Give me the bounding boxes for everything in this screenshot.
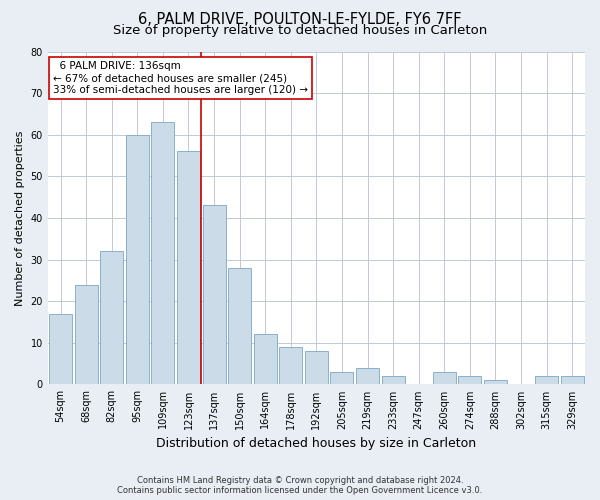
Bar bbox=[305, 351, 328, 384]
Bar bbox=[560, 376, 584, 384]
Bar bbox=[49, 314, 72, 384]
Bar bbox=[177, 152, 200, 384]
Bar bbox=[433, 372, 456, 384]
Text: Contains HM Land Registry data © Crown copyright and database right 2024.
Contai: Contains HM Land Registry data © Crown c… bbox=[118, 476, 482, 495]
Y-axis label: Number of detached properties: Number of detached properties bbox=[15, 130, 25, 306]
Bar bbox=[203, 206, 226, 384]
Bar bbox=[280, 347, 302, 385]
Text: 6, PALM DRIVE, POULTON-LE-FYLDE, FY6 7FF: 6, PALM DRIVE, POULTON-LE-FYLDE, FY6 7FF bbox=[138, 12, 462, 28]
Bar bbox=[331, 372, 353, 384]
Bar bbox=[151, 122, 175, 384]
Bar bbox=[356, 368, 379, 384]
Bar bbox=[458, 376, 481, 384]
Bar bbox=[535, 376, 558, 384]
Bar bbox=[382, 376, 404, 384]
Bar bbox=[254, 334, 277, 384]
Bar bbox=[228, 268, 251, 384]
Text: Size of property relative to detached houses in Carleton: Size of property relative to detached ho… bbox=[113, 24, 487, 37]
Bar bbox=[100, 252, 123, 384]
Bar bbox=[484, 380, 507, 384]
Text: 6 PALM DRIVE: 136sqm  
← 67% of detached houses are smaller (245)
33% of semi-de: 6 PALM DRIVE: 136sqm ← 67% of detached h… bbox=[53, 62, 308, 94]
Bar bbox=[126, 134, 149, 384]
X-axis label: Distribution of detached houses by size in Carleton: Distribution of detached houses by size … bbox=[157, 437, 476, 450]
Bar bbox=[74, 284, 98, 384]
